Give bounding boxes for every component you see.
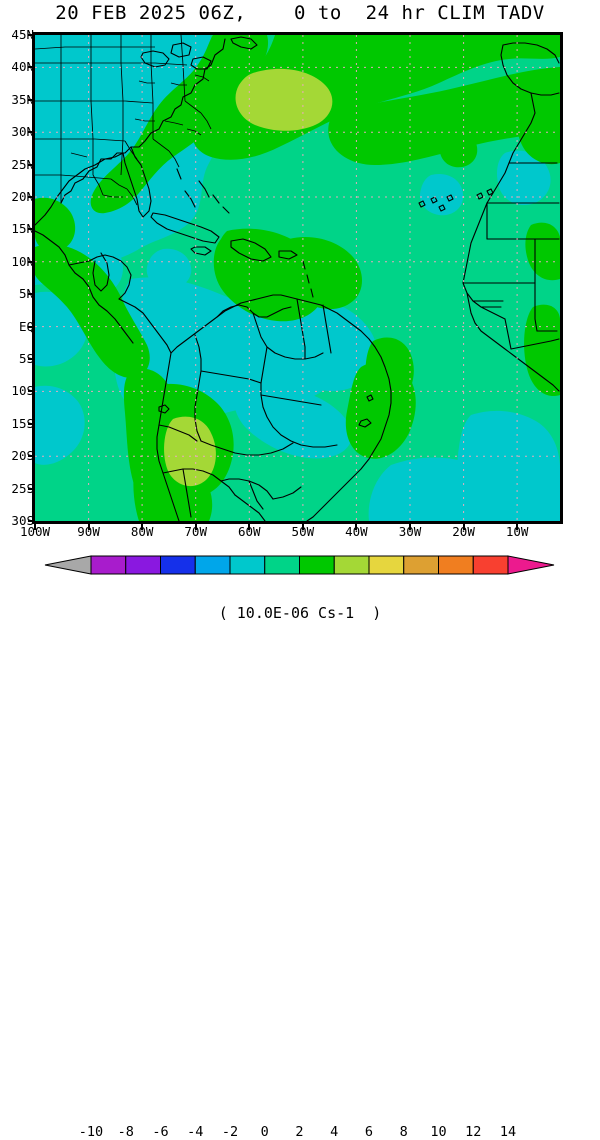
y-axis-label: 15S [11, 415, 34, 431]
y-axis-tick [28, 390, 35, 393]
y-axis-tick [28, 260, 35, 263]
x-axis-tick [301, 524, 304, 530]
colorbar-band[interactable] [194, 555, 231, 575]
y-axis-label: 25N [11, 156, 34, 172]
coastline-layer [35, 36, 560, 521]
y-axis-tick [28, 520, 35, 522]
x-axis-label: 90W [77, 524, 100, 539]
x-axis-label: 20W [452, 524, 475, 539]
x-axis-label: 30W [398, 524, 422, 539]
x-axis-label: 10W [505, 524, 529, 539]
colorbar-band[interactable] [472, 555, 509, 575]
y-axis-tick [28, 196, 35, 198]
y-axis-label: 10S [11, 383, 34, 399]
colorbar-under-arrow[interactable] [44, 555, 92, 575]
y-axis-tick [28, 163, 35, 166]
y-axis-label: 15N [11, 221, 34, 237]
y-axis-label: 10N [11, 253, 34, 269]
y-axis-label: 35N [11, 91, 34, 107]
y-axis-label: 5N [18, 286, 34, 302]
units-label: ( 10.0E-06 Cs-1 ) [218, 604, 382, 622]
y-axis-label: 40N [11, 59, 34, 75]
x-axis-tick [194, 524, 197, 530]
colorbar-band[interactable] [125, 555, 161, 575]
y-axis-tick [28, 228, 35, 231]
y-axis-label: 5S [18, 351, 34, 366]
y-axis-tick [28, 422, 35, 425]
colorbar-band[interactable] [403, 555, 439, 575]
y-axis-label: 30S [11, 513, 34, 528]
colorbar-band[interactable] [160, 555, 196, 575]
y-axis-tick [28, 325, 35, 328]
x-axis-tick [87, 524, 90, 530]
map-plot-area [32, 32, 563, 524]
y-axis-label: 20S [11, 448, 34, 464]
colorbar-band[interactable] [264, 555, 300, 575]
y-axis-tick [28, 293, 35, 296]
x-axis-label: 60W [237, 524, 261, 539]
colorbar-band[interactable] [229, 555, 266, 575]
x-axis-tick [355, 524, 358, 530]
x-axis-label: 100W [19, 524, 51, 539]
y-axis-tick [28, 98, 35, 101]
colorbar-swatches[interactable] [0, 550, 600, 596]
colorbar-band[interactable] [299, 555, 335, 575]
x-axis-tick [462, 524, 465, 530]
x-axis-label: 70W [184, 524, 207, 539]
y-axis-tick [28, 358, 35, 360]
x-axis-tick [141, 524, 144, 530]
y-axis-tick [28, 131, 35, 134]
y-axis-label: 30N [11, 124, 34, 140]
plot-frame [32, 32, 563, 524]
y-axis-label: 20N [11, 189, 34, 204]
x-axis-tick [34, 524, 36, 530]
colorbar-tick-label: 14 [499, 1124, 517, 1140]
y-axis-label: EQ [18, 318, 34, 334]
y-axis-label: 45N [11, 27, 34, 42]
y-axis-label: 25S [11, 480, 34, 496]
contour-map [35, 35, 560, 521]
colorbar-band[interactable] [438, 555, 474, 575]
x-axis-label: 50W [291, 524, 315, 539]
x-axis-tick [516, 524, 519, 530]
colorbar[interactable]: -10 -8 -6 -4 -2 0 2 4 6 8 10 12 14 [0, 550, 600, 1140]
y-axis-tick [28, 34, 35, 36]
x-axis-tick [248, 524, 251, 530]
colorbar-over-arrow[interactable] [507, 555, 555, 575]
y-axis-tick [28, 487, 35, 490]
colorbar-band[interactable] [90, 555, 127, 575]
x-axis-tick [409, 524, 411, 530]
colorbar-band[interactable] [368, 555, 405, 575]
x-axis-label: 40W [345, 524, 368, 539]
colorbar-band[interactable] [333, 555, 370, 575]
y-axis-tick [28, 66, 35, 69]
page-title: 20 FEB 2025 06Z, 0 to 24 hr CLIM TADV [55, 2, 545, 24]
x-axis-label: 80W [130, 524, 154, 539]
y-axis-tick [28, 455, 35, 458]
